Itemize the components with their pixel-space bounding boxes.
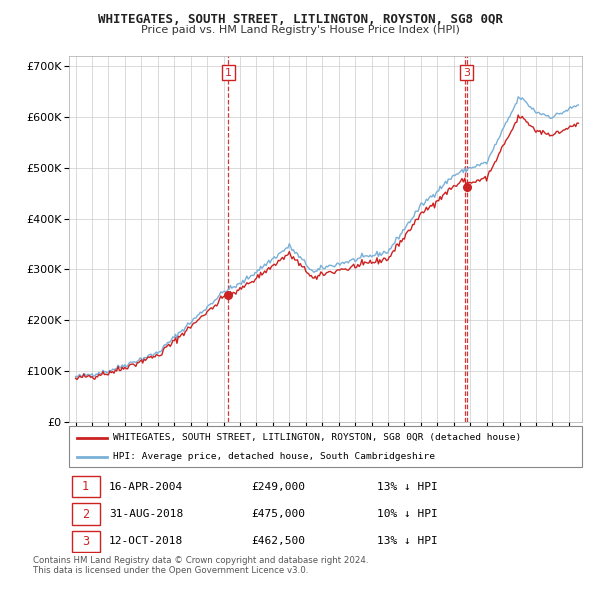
Text: £462,500: £462,500 [251,536,305,546]
Text: £249,000: £249,000 [251,482,305,491]
Text: 3: 3 [82,535,89,548]
Text: 3: 3 [463,67,470,77]
Text: 31-AUG-2018: 31-AUG-2018 [109,509,183,519]
Text: HPI: Average price, detached house, South Cambridgeshire: HPI: Average price, detached house, Sout… [113,453,434,461]
FancyBboxPatch shape [71,530,100,552]
FancyBboxPatch shape [71,503,100,525]
Text: 13% ↓ HPI: 13% ↓ HPI [377,482,437,491]
Text: £475,000: £475,000 [251,509,305,519]
Text: WHITEGATES, SOUTH STREET, LITLINGTON, ROYSTON, SG8 0QR: WHITEGATES, SOUTH STREET, LITLINGTON, RO… [97,13,503,26]
Text: Price paid vs. HM Land Registry's House Price Index (HPI): Price paid vs. HM Land Registry's House … [140,25,460,35]
Text: WHITEGATES, SOUTH STREET, LITLINGTON, ROYSTON, SG8 0QR (detached house): WHITEGATES, SOUTH STREET, LITLINGTON, RO… [113,433,521,442]
FancyBboxPatch shape [71,476,100,497]
Text: 10% ↓ HPI: 10% ↓ HPI [377,509,437,519]
Text: 1: 1 [225,67,232,77]
FancyBboxPatch shape [69,426,582,467]
Text: Contains HM Land Registry data © Crown copyright and database right 2024.: Contains HM Land Registry data © Crown c… [33,556,368,565]
Text: 13% ↓ HPI: 13% ↓ HPI [377,536,437,546]
Text: 12-OCT-2018: 12-OCT-2018 [109,536,183,546]
Text: This data is licensed under the Open Government Licence v3.0.: This data is licensed under the Open Gov… [33,566,308,575]
Text: 1: 1 [82,480,89,493]
Text: 16-APR-2004: 16-APR-2004 [109,482,183,491]
Text: 2: 2 [82,507,89,520]
